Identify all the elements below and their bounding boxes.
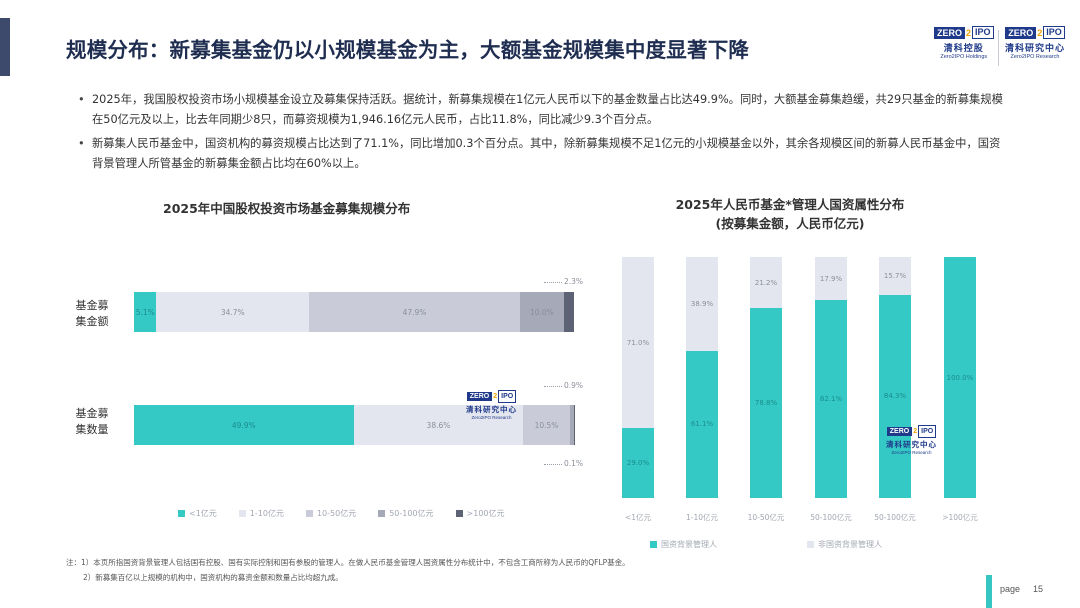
logo-ipo-text: IPO xyxy=(498,390,517,403)
footnote-1: 注：1）本页所指国资背景管理人包括国有控股、国有实际控制和国有参股的管理人。在做… xyxy=(66,558,630,567)
legend-swatch xyxy=(807,541,814,548)
column-segment-state: 100.0% xyxy=(944,257,976,498)
right-chart-legend: 国资背景管理人 非国资背景管理人 xyxy=(650,539,972,550)
legend-swatch xyxy=(650,541,657,548)
logo-two-text: 2 xyxy=(493,393,498,400)
logo-research-cn: 清科研究中心 xyxy=(1005,44,1066,54)
x-axis-label: 10-50亿元 xyxy=(747,513,785,522)
bullet-point: 2025年，我国股权投资市场小规模基金设立及募集保持活跃。据统计，新募集规模在1… xyxy=(78,90,1008,130)
logo-research-en: Zero2IPO Research xyxy=(1010,54,1060,60)
leader-line xyxy=(544,464,562,465)
logo-two-text: 2 xyxy=(913,428,918,435)
legend-item: <1亿元 xyxy=(178,508,217,519)
legend-item: >100亿元 xyxy=(455,508,505,519)
column-segment-non-state: 71.0% xyxy=(622,257,654,429)
legend-label: 10-50亿元 xyxy=(316,509,357,518)
bar-segment: 10.5% xyxy=(523,405,570,445)
logo-divider xyxy=(998,30,999,66)
bar-segment: 47.9% xyxy=(309,292,520,332)
column-segment-non-state: 38.9% xyxy=(686,257,718,351)
bar-segment xyxy=(563,292,574,332)
chart-watermark-logo: ZERO 2 IPO 清科研究中心 Zero2IPO Research xyxy=(886,425,937,455)
legend-label: 50-100亿元 xyxy=(389,509,434,518)
legend-label: 国资背景管理人 xyxy=(661,540,717,549)
legend-item: 1-10亿元 xyxy=(238,508,284,519)
legend-item: 国资背景管理人 xyxy=(650,539,717,550)
footnotes: 注：1）本页所指国资背景管理人包括国有控股、国有实际控制和国有参股的管理人。在做… xyxy=(66,555,630,585)
right-chart-title: 2025年人民币基金*管理人国资属性分布 (按募集金额，人民币亿元) xyxy=(650,195,930,233)
logo-zero-text: ZERO xyxy=(934,26,966,39)
legend-swatch xyxy=(305,510,313,517)
legend-item: 10-50亿元 xyxy=(305,508,357,519)
legend-swatch xyxy=(178,510,185,517)
watermark-en: Zero2IPO Research xyxy=(891,450,932,455)
left-chart-legend: <1亿元 1-10亿元 10-50亿元 50-100亿元 >100亿元 xyxy=(178,508,527,519)
leader-line xyxy=(544,386,562,387)
row-label-text: 基金募 集数量 xyxy=(75,407,109,436)
zero2ipo-holdings-logo: ZERO 2 IPO 清科控股 Zero2IPO Holdings xyxy=(934,26,994,60)
legend-swatch xyxy=(238,510,246,517)
x-axis-label: 50-100亿元 xyxy=(810,513,852,522)
logo-zero-text: ZERO xyxy=(466,392,493,401)
bar-segment: 10.0% xyxy=(519,292,564,332)
footnote-2: 2）新募集百亿以上规模的机构中，国资机构的募资金额和数量占比均超九成。 xyxy=(83,573,343,582)
logo-holdings-en: Zero2IPO Holdings xyxy=(940,54,988,60)
right-chart-title-line1: 2025年人民币基金*管理人国资属性分布 xyxy=(675,197,905,212)
title-accent-bar xyxy=(0,18,10,76)
bar-segment: 34.7% xyxy=(156,292,310,332)
row-label-amount: 基金募 集金额 xyxy=(70,298,114,330)
data-label: 0.9% xyxy=(564,381,584,390)
leader-line xyxy=(544,282,562,283)
logo-zero-text: ZERO xyxy=(886,427,913,436)
page-tab-accent xyxy=(986,575,992,608)
legend-swatch xyxy=(455,510,463,517)
right-chart-title-line2: (按募集金额，人民币亿元) xyxy=(715,216,865,231)
logo-holdings-cn: 清科控股 xyxy=(943,44,984,54)
page-label: page xyxy=(1000,584,1021,594)
bullet-point: 新募集人民币基金中，国资机构的募资规模占比达到了71.1%，同比增加0.3个百分… xyxy=(78,134,1008,174)
page-title: 规模分布：新募集基金仍以小规模基金为主，大额基金规模集中度显著下降 xyxy=(66,38,750,62)
x-axis-label: 1-10亿元 xyxy=(685,513,719,522)
chart-watermark-logo: ZERO 2 IPO 清科研究中心 Zero2IPO Research xyxy=(466,390,517,420)
x-axis-label: >100亿元 xyxy=(942,513,978,522)
column-segment-non-state: 15.7% xyxy=(879,257,911,295)
row-label-count: 基金募 集数量 xyxy=(70,406,114,438)
column-segment-state: 82.1% xyxy=(815,300,847,498)
page-number: 15 xyxy=(1033,584,1044,594)
legend-item: 50-100亿元 xyxy=(378,508,434,519)
logo-ipo-text: IPO xyxy=(972,26,994,39)
logo-two-text: 2 xyxy=(966,27,972,38)
legend-swatch xyxy=(378,510,386,517)
bar-segment: 5.1% xyxy=(134,292,157,332)
legend-label: <1亿元 xyxy=(189,509,217,518)
legend-label: 非国资背景管理人 xyxy=(818,540,882,549)
zero2ipo-research-logo: ZERO 2 IPO 清科研究中心 Zero2IPO Research xyxy=(1005,26,1065,60)
logo-two-text: 2 xyxy=(1037,27,1043,38)
data-label: 0.1% xyxy=(564,459,584,468)
x-axis-label: <1亿元 xyxy=(624,513,652,522)
bar-segment: 49.9% xyxy=(134,405,354,445)
data-label: 2.3% xyxy=(564,277,584,286)
column-segment-state: 78.8% xyxy=(750,308,782,498)
summary-bullets: 2025年，我国股权投资市场小规模基金设立及募集保持活跃。据统计，新募集规模在1… xyxy=(78,90,1008,178)
bar-segment xyxy=(569,405,574,445)
logo-zero-text: ZERO xyxy=(1005,26,1037,39)
legend-label: >100亿元 xyxy=(466,509,505,518)
logo-ipo-text: IPO xyxy=(1043,26,1065,39)
x-axis-label: 50-100亿元 xyxy=(874,513,916,522)
column-segment-non-state: 21.2% xyxy=(750,257,782,309)
column-segment-non-state: 17.9% xyxy=(815,257,847,301)
column-segment-state: 29.0% xyxy=(622,428,654,498)
watermark-cn: 清科研究中心 xyxy=(466,405,517,414)
logo-ipo-text: IPO xyxy=(918,425,937,438)
left-chart-title: 2025年中国股权投资市场基金募集规模分布 xyxy=(163,201,411,216)
legend-item: 非国资背景管理人 xyxy=(807,539,882,550)
column-segment-state: 84.3% xyxy=(879,294,911,498)
watermark-en: Zero2IPO Research xyxy=(471,415,512,420)
bar-segment: 38.6% xyxy=(353,405,524,445)
watermark-cn: 清科研究中心 xyxy=(886,440,937,449)
legend-label: 1-10亿元 xyxy=(249,509,284,518)
column-segment-state: 61.1% xyxy=(686,350,718,498)
row-label-text: 基金募 集金额 xyxy=(75,299,109,328)
